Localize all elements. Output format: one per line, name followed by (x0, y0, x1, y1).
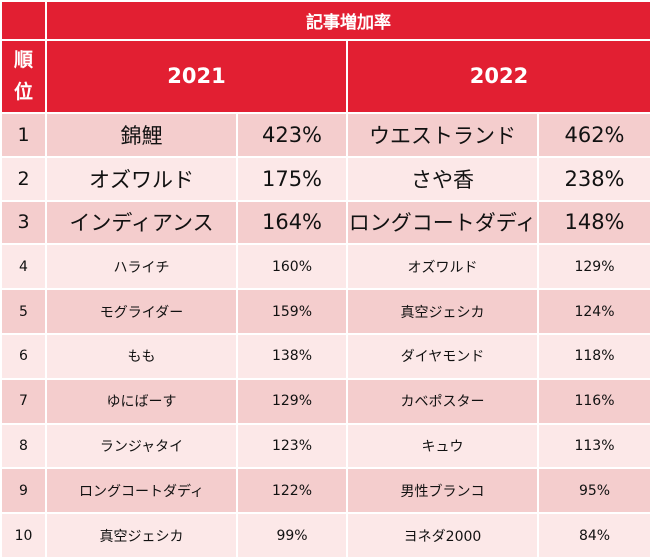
corner-cell (0, 0, 47, 41)
table-row: 9 ロングコートダディ 122% 男性ブランコ 95% (0, 467, 650, 515)
table-row: 10 真空ジェシカ 99% ヨネダ2000 84% (0, 512, 650, 559)
rate-2022-cell: 462% (537, 112, 650, 158)
table-row: 1 錦鯉 423% ウエストランド 462% (0, 112, 650, 158)
rank-header-line-2: 位 (13, 81, 33, 104)
rate-2021-cell: 129% (236, 377, 348, 425)
rate-2022-cell: 118% (537, 332, 650, 380)
name-2021-cell: ランジャタイ (45, 422, 238, 470)
table-row: 8 ランジャタイ 123% キュウ 113% (0, 422, 650, 470)
rank-cell: 2 (0, 155, 47, 202)
rank-header-line-1: 順 (13, 49, 33, 72)
rank-cell: 6 (0, 332, 47, 380)
table-row: 2 オズワルド 175% さや香 238% (0, 155, 650, 202)
name-2022-cell: 真空ジェシカ (346, 288, 539, 335)
name-2022-cell: ヨネダ2000 (346, 512, 539, 559)
rate-2021-cell: 160% (236, 243, 348, 291)
header-title-row: 記事増加率 (0, 0, 650, 41)
rate-2022-cell: 238% (537, 155, 650, 202)
name-2022-cell: ダイヤモンド (346, 332, 539, 380)
rate-2022-cell: 148% (537, 199, 650, 246)
rate-2022-cell: 84% (537, 512, 650, 559)
rank-cell: 10 (0, 512, 47, 559)
name-2021-cell: ハライチ (45, 243, 238, 291)
table-title: 記事増加率 (45, 0, 650, 41)
name-2022-cell: キュウ (346, 422, 539, 470)
rank-cell: 1 (0, 112, 47, 158)
rank-header: 順 位 (0, 38, 47, 115)
rate-2021-cell: 122% (236, 467, 348, 515)
rate-2022-cell: 129% (537, 243, 650, 291)
table-row: 6 もも 138% ダイヤモンド 118% (0, 332, 650, 380)
name-2021-cell: オズワルド (45, 155, 238, 202)
rank-cell: 4 (0, 243, 47, 291)
rate-2021-cell: 159% (236, 288, 348, 335)
name-2021-cell: 錦鯉 (45, 112, 238, 158)
name-2021-cell: モグライダー (45, 288, 238, 335)
name-2022-cell: ウエストランド (346, 112, 539, 158)
rank-cell: 8 (0, 422, 47, 470)
name-2022-cell: さや香 (346, 155, 539, 202)
name-2021-cell: ゆにばーす (45, 377, 238, 425)
name-2021-cell: もも (45, 332, 238, 380)
rank-cell: 9 (0, 467, 47, 515)
rank-cell: 5 (0, 288, 47, 335)
name-2021-cell: ロングコートダディ (45, 467, 238, 515)
rate-2022-cell: 124% (537, 288, 650, 335)
rate-2022-cell: 95% (537, 467, 650, 515)
rate-2021-cell: 423% (236, 112, 348, 158)
rate-2021-cell: 164% (236, 199, 348, 246)
rate-2021-cell: 123% (236, 422, 348, 470)
rate-2022-cell: 113% (537, 422, 650, 470)
rate-2022-cell: 116% (537, 377, 650, 425)
rank-cell: 7 (0, 377, 47, 425)
header-year-row: 順 位 2021 2022 (0, 38, 650, 115)
year-header-2022: 2022 (346, 38, 650, 115)
name-2022-cell: ロングコートダディ (346, 199, 539, 246)
year-header-2021: 2021 (45, 38, 348, 115)
name-2022-cell: 男性ブランコ (346, 467, 539, 515)
name-2021-cell: 真空ジェシカ (45, 512, 238, 559)
table-row: 3 インディアンス 164% ロングコートダディ 148% (0, 199, 650, 246)
table-row: 5 モグライダー 159% 真空ジェシカ 124% (0, 288, 650, 335)
name-2022-cell: カベポスター (346, 377, 539, 425)
rate-2021-cell: 99% (236, 512, 348, 559)
name-2022-cell: オズワルド (346, 243, 539, 291)
rate-2021-cell: 175% (236, 155, 348, 202)
table-row: 7 ゆにばーす 129% カベポスター 116% (0, 377, 650, 425)
name-2021-cell: インディアンス (45, 199, 238, 246)
table-row: 4 ハライチ 160% オズワルド 129% (0, 243, 650, 291)
rank-cell: 3 (0, 199, 47, 246)
rate-2021-cell: 138% (236, 332, 348, 380)
